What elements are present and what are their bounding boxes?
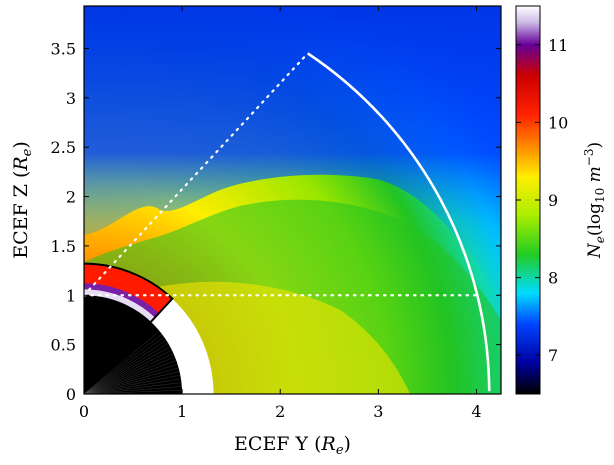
wedge-outline — [84, 262, 174, 323]
colorbar-ticks: 7 8 9 10 11 — [516, 36, 568, 365]
earth-ray-line — [84, 360, 177, 394]
earth-ray-line — [84, 374, 181, 394]
outer-white-arc — [306, 52, 491, 392]
y-tick-label: 2.5 — [51, 138, 76, 157]
earth-ray-line — [84, 330, 160, 394]
earth-ray-line — [84, 346, 171, 394]
colorbar-tick-label: 11 — [548, 36, 568, 55]
earth-ray-line — [84, 371, 180, 394]
x-tick-label: 3 — [373, 402, 383, 421]
earth-ray-line — [84, 356, 176, 394]
x-axis-title: ECEF Y (Re) — [234, 433, 351, 458]
dotted-diagonal-line — [84, 52, 309, 297]
earth-disc — [84, 295, 183, 394]
earth-ray-line — [84, 386, 182, 394]
y-tick-label: 2 — [66, 188, 76, 207]
y-tick-label: 1.5 — [51, 237, 76, 256]
earth-ray-line — [84, 343, 169, 394]
colorbar-tick-label: 7 — [548, 346, 558, 365]
colorbar-title: Ne(log10 m−3) — [582, 142, 607, 259]
heatmap-upper-region — [84, 6, 501, 300]
x-tick-label: 0 — [79, 402, 89, 421]
y-tick-label: 3.5 — [51, 39, 76, 58]
earth-ray-line — [84, 349, 172, 394]
y-tick-label: 1 — [66, 286, 76, 305]
y-axis-title: ECEF Z (Re) — [10, 141, 35, 259]
y-tick-label: 3 — [66, 89, 76, 108]
earth-ray-line — [84, 363, 178, 394]
x-tick-label: 1 — [177, 402, 187, 421]
colorbar-tick-label: 10 — [548, 113, 568, 132]
earth-ray-line — [84, 353, 174, 394]
x-tick-label: 2 — [275, 402, 285, 421]
x-tick-label: 4 — [471, 402, 481, 421]
x-axis-ticks: 0 1 2 3 4 — [79, 6, 482, 421]
earth-ray-line — [84, 389, 183, 394]
y-axis-ticks: 0 0.5 1 1.5 2 2.5 3 3.5 — [51, 39, 501, 404]
colorbar-tick-label: 9 — [548, 191, 558, 210]
earth-ray-line — [84, 367, 179, 394]
earth-ray-line — [84, 340, 167, 394]
earth-ray-line — [84, 333, 163, 394]
plot-frame — [83, 5, 502, 395]
earth-ray-line — [84, 336, 165, 394]
y-tick-label: 0.5 — [51, 336, 76, 355]
earth-ray-line — [84, 382, 182, 394]
overlay-layer — [84, 52, 491, 394]
y-tick-label: 0 — [66, 385, 76, 404]
colorbar-tick-label: 8 — [548, 269, 558, 288]
earth-ray-line — [84, 378, 182, 394]
